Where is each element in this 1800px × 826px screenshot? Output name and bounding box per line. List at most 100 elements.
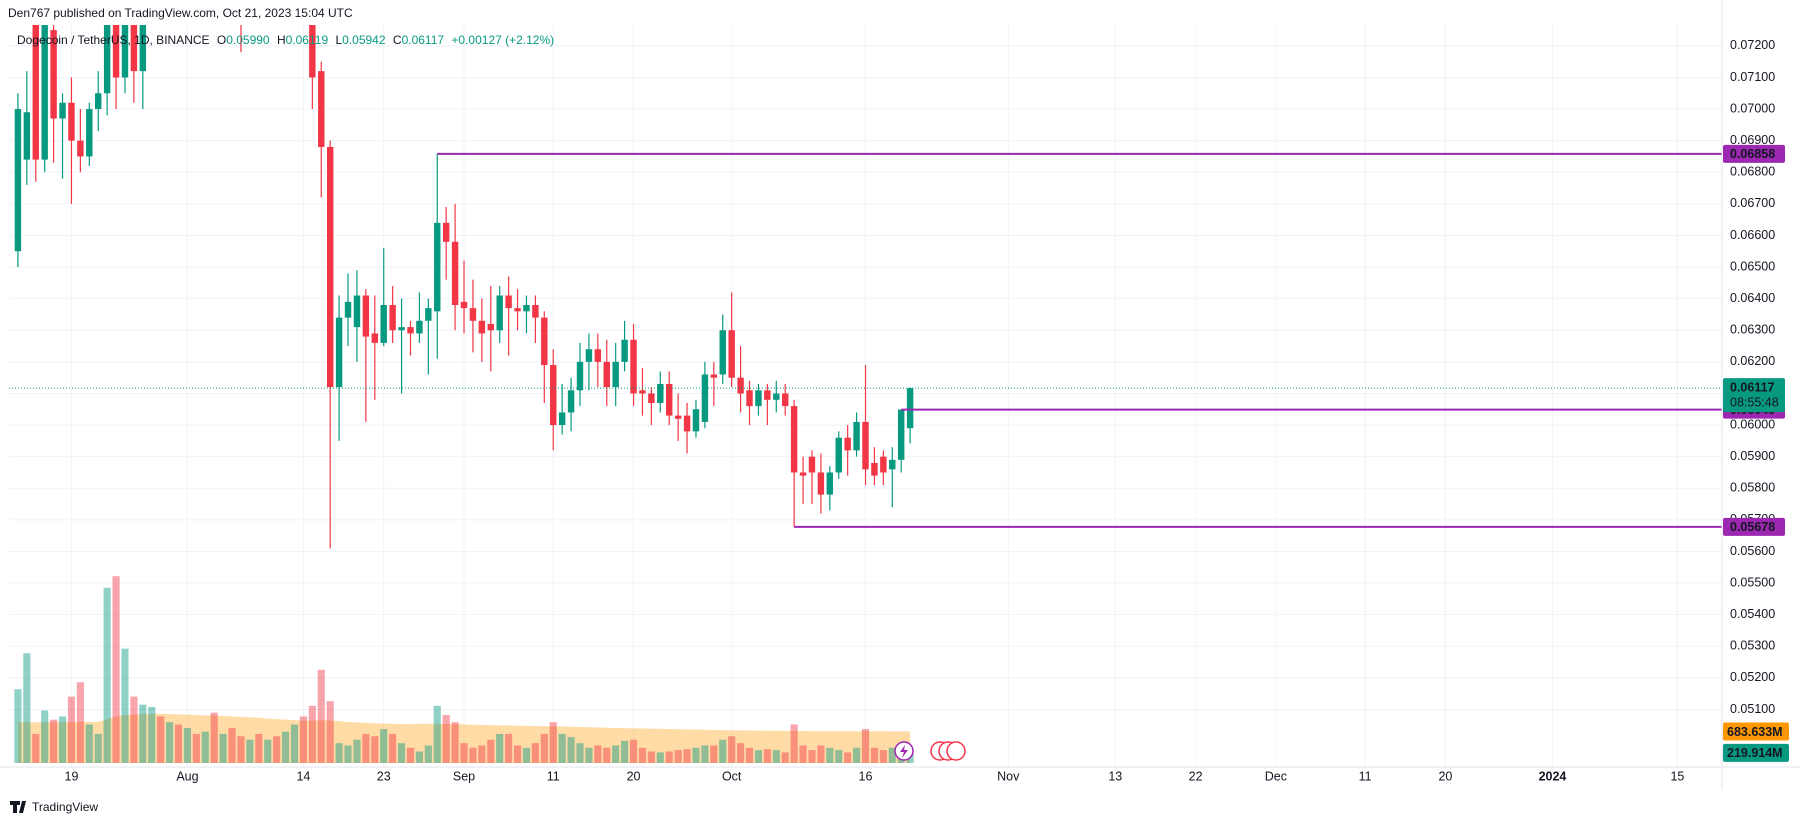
- y-tick-label: 0.06800: [1730, 165, 1775, 179]
- candle-body: [505, 295, 512, 309]
- volume-bar: [58, 716, 67, 763]
- volume-bar: [139, 704, 147, 763]
- candle-body: [86, 109, 93, 157]
- level-label-bg: [1723, 517, 1785, 536]
- y-tick-label: 0.05100: [1730, 702, 1775, 716]
- candle-body: [469, 308, 477, 321]
- volume-bar: [166, 722, 174, 763]
- legend: Dogecoin / TetherUS, 1D, BINANCE O0.0599…: [17, 33, 554, 47]
- candle-body: [880, 456, 887, 473]
- volume-bar: [32, 733, 40, 763]
- candle-body: [844, 437, 851, 451]
- y-tick-label: 0.06400: [1730, 291, 1775, 305]
- volume-bar: [826, 747, 834, 763]
- volume-bar: [540, 733, 548, 763]
- volume-bar: [121, 648, 129, 763]
- last-price-label: 0.06117: [1730, 380, 1775, 394]
- candle-body: [746, 390, 753, 407]
- candle-body: [737, 377, 744, 394]
- candle-body: [621, 339, 628, 362]
- candle-body: [835, 437, 842, 473]
- candle-body: [318, 71, 325, 147]
- candle-body: [826, 472, 834, 495]
- candle-body: [442, 222, 450, 242]
- volume-label: 219.914M: [1727, 746, 1783, 760]
- volume-bar: [585, 747, 593, 763]
- volume-bar: [264, 739, 272, 763]
- volume-bar: [558, 733, 566, 763]
- x-tick-label: 13: [1108, 769, 1122, 783]
- volume-bar: [451, 722, 459, 763]
- level-label-bg: [1723, 144, 1785, 163]
- volume-bar: [157, 716, 165, 763]
- volume-bar: [870, 747, 878, 763]
- candle-body: [648, 393, 655, 403]
- volume-bar: [879, 750, 887, 763]
- x-tick-label: 23: [377, 769, 391, 783]
- candle-body: [523, 304, 530, 312]
- candle-body: [487, 323, 494, 331]
- candle-body: [460, 301, 468, 309]
- candle-body: [808, 456, 816, 473]
- candle-body: [550, 365, 557, 426]
- volume-bar: [76, 682, 84, 763]
- x-tick-label: Aug: [176, 769, 198, 783]
- candle-body: [790, 406, 798, 473]
- volume-bar: [174, 724, 183, 763]
- volume-bar: [799, 745, 807, 763]
- volume-bar: [282, 731, 290, 763]
- volume-bar: [192, 733, 200, 763]
- volume-bar: [442, 715, 450, 763]
- y-tick-label: 0.06900: [1730, 133, 1775, 147]
- event-icons: [894, 741, 966, 761]
- candle-body: [68, 102, 75, 141]
- volume-bar: [317, 669, 325, 763]
- y-tick-label: 0.05900: [1730, 449, 1775, 463]
- legend-key: C: [393, 33, 402, 47]
- candle-body: [710, 374, 718, 378]
- candle-body: [398, 327, 405, 331]
- legend-value: 0.05942: [342, 33, 386, 47]
- volume-bar: [353, 739, 361, 763]
- volume-bar: [335, 743, 343, 763]
- countdown: 08:55:48: [1730, 395, 1779, 409]
- candle-body: [380, 304, 387, 343]
- level-label: 0.06858: [1730, 147, 1775, 161]
- candle-body: [853, 421, 860, 451]
- x-tick-label: 16: [859, 769, 873, 783]
- volume-bar: [433, 705, 441, 763]
- candle-body: [130, 25, 138, 72]
- volume-bar: [513, 745, 522, 763]
- candle-body: [532, 304, 539, 318]
- candle-body: [362, 295, 370, 337]
- volume-bar: [647, 751, 655, 763]
- volume-bar: [674, 750, 682, 763]
- candle-body: [23, 112, 31, 160]
- volume-bar: [781, 752, 789, 763]
- y-tick-label: 0.06600: [1730, 228, 1775, 242]
- y-tick-label: 0.06700: [1730, 196, 1775, 210]
- volume-bar: [772, 750, 780, 763]
- legend-key: H: [277, 33, 286, 47]
- volume-bar: [308, 705, 316, 763]
- candle-body: [95, 93, 102, 110]
- candle-body: [612, 361, 619, 388]
- candle-body: [657, 383, 664, 403]
- price-pane: [14, 25, 914, 549]
- volume-bar: [130, 696, 138, 763]
- volume-bar: [67, 696, 76, 763]
- volume-bar: [183, 727, 192, 763]
- volume-bar: [656, 752, 664, 763]
- volume-bar: [594, 745, 602, 763]
- x-tick-label: 11: [1359, 769, 1372, 783]
- y-tick-label: 0.05500: [1730, 575, 1775, 589]
- volume-bar: [389, 733, 397, 763]
- event-flag[interactable]: [946, 741, 966, 761]
- volume-bar: [683, 749, 691, 763]
- volume-bar: [415, 751, 423, 763]
- volume-bar: [728, 736, 736, 763]
- candle-body: [558, 412, 566, 426]
- x-tick-label: 20: [1438, 769, 1452, 783]
- y-tick-label: 0.05400: [1730, 607, 1775, 621]
